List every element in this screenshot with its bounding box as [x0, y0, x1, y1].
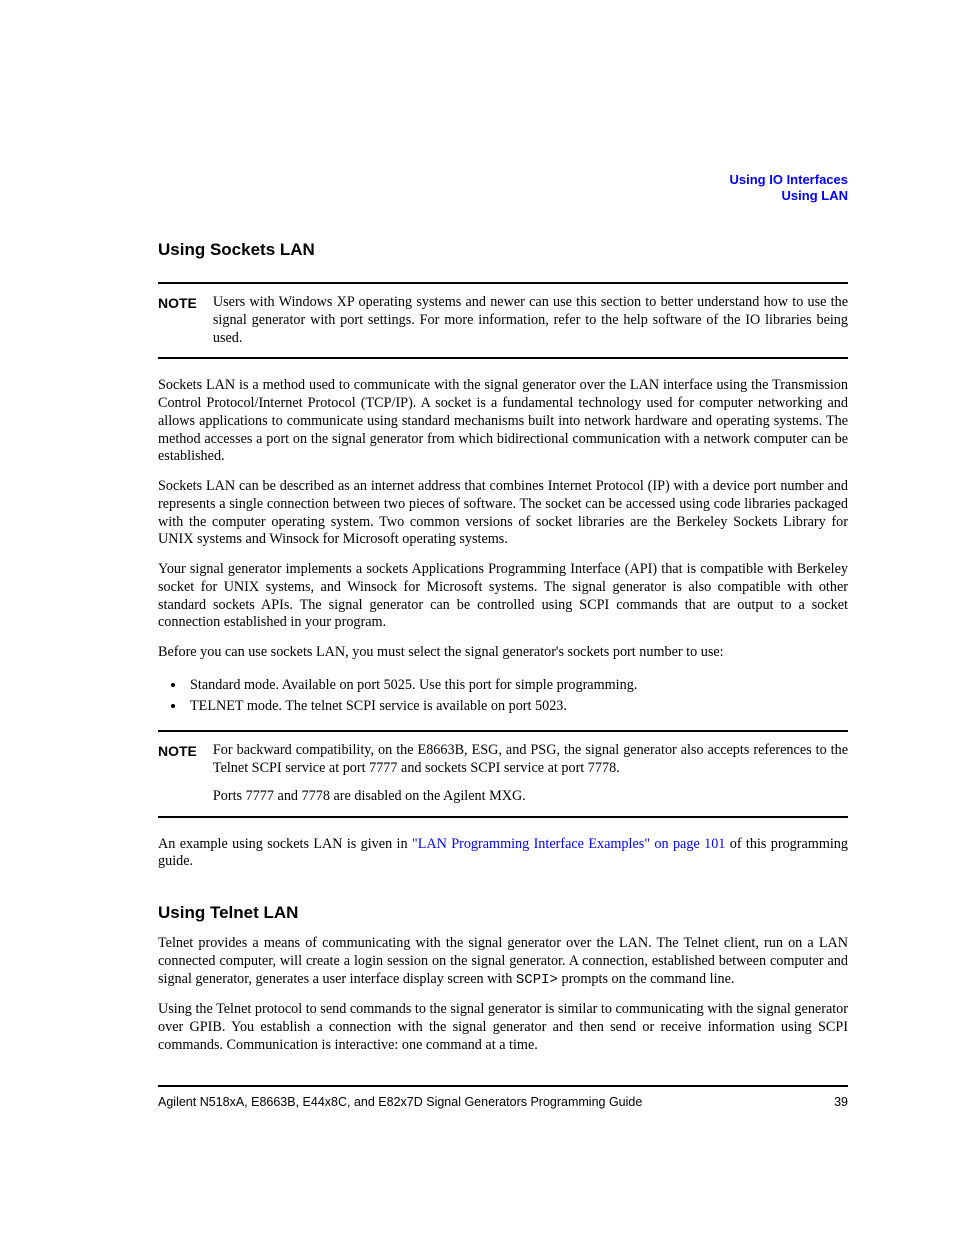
- paragraph: Before you can use sockets LAN, you must…: [158, 644, 848, 662]
- paragraph-with-link: An example using sockets LAN is given in…: [158, 836, 848, 872]
- header-line-2: Using LAN: [730, 188, 848, 204]
- page-number: 39: [834, 1095, 848, 1109]
- page-footer: Agilent N518xA, E8663B, E44x8C, and E82x…: [158, 1085, 848, 1109]
- note-body: For backward compatibility, on the E8663…: [213, 742, 848, 805]
- heading-using-telnet-lan: Using Telnet LAN: [158, 903, 848, 923]
- note-paragraph: Ports 7777 and 7778 are disabled on the …: [213, 788, 848, 806]
- bullet-list: Standard mode. Available on port 5025. U…: [158, 676, 848, 716]
- paragraph: Telnet provides a means of communicating…: [158, 935, 848, 989]
- heading-using-sockets-lan: Using Sockets LAN: [158, 240, 848, 260]
- header-line-1: Using IO Interfaces: [730, 172, 848, 188]
- page: Using IO Interfaces Using LAN Using Sock…: [0, 0, 954, 1235]
- text-run: Telnet provides a means of communicating…: [158, 935, 848, 987]
- note-label: NOTE: [158, 742, 197, 759]
- list-item: Standard mode. Available on port 5025. U…: [186, 676, 848, 695]
- paragraph: Your signal generator implements a socke…: [158, 561, 848, 632]
- code-inline: SCPI>: [516, 972, 558, 988]
- text-run: prompts on the command line.: [558, 971, 735, 987]
- paragraph: Sockets LAN can be described as an inter…: [158, 478, 848, 549]
- note-block-1: NOTE Users with Windows XP operating sys…: [158, 282, 848, 359]
- text-run: An example using sockets LAN is given in: [158, 836, 412, 852]
- note-block-2: NOTE For backward compatibility, on the …: [158, 730, 848, 817]
- note-label: NOTE: [158, 294, 197, 311]
- footer-title: Agilent N518xA, E8663B, E44x8C, and E82x…: [158, 1095, 642, 1109]
- paragraph: Using the Telnet protocol to send comman…: [158, 1001, 848, 1054]
- list-item: TELNET mode. The telnet SCPI service is …: [186, 697, 848, 716]
- paragraph: Sockets LAN is a method used to communic…: [158, 377, 848, 466]
- running-header: Using IO Interfaces Using LAN: [730, 172, 848, 205]
- note-paragraph: For backward compatibility, on the E8663…: [213, 742, 848, 778]
- note-body: Users with Windows XP operating systems …: [213, 294, 848, 347]
- cross-reference-link[interactable]: "LAN Programming Interface Examples" on …: [412, 836, 725, 852]
